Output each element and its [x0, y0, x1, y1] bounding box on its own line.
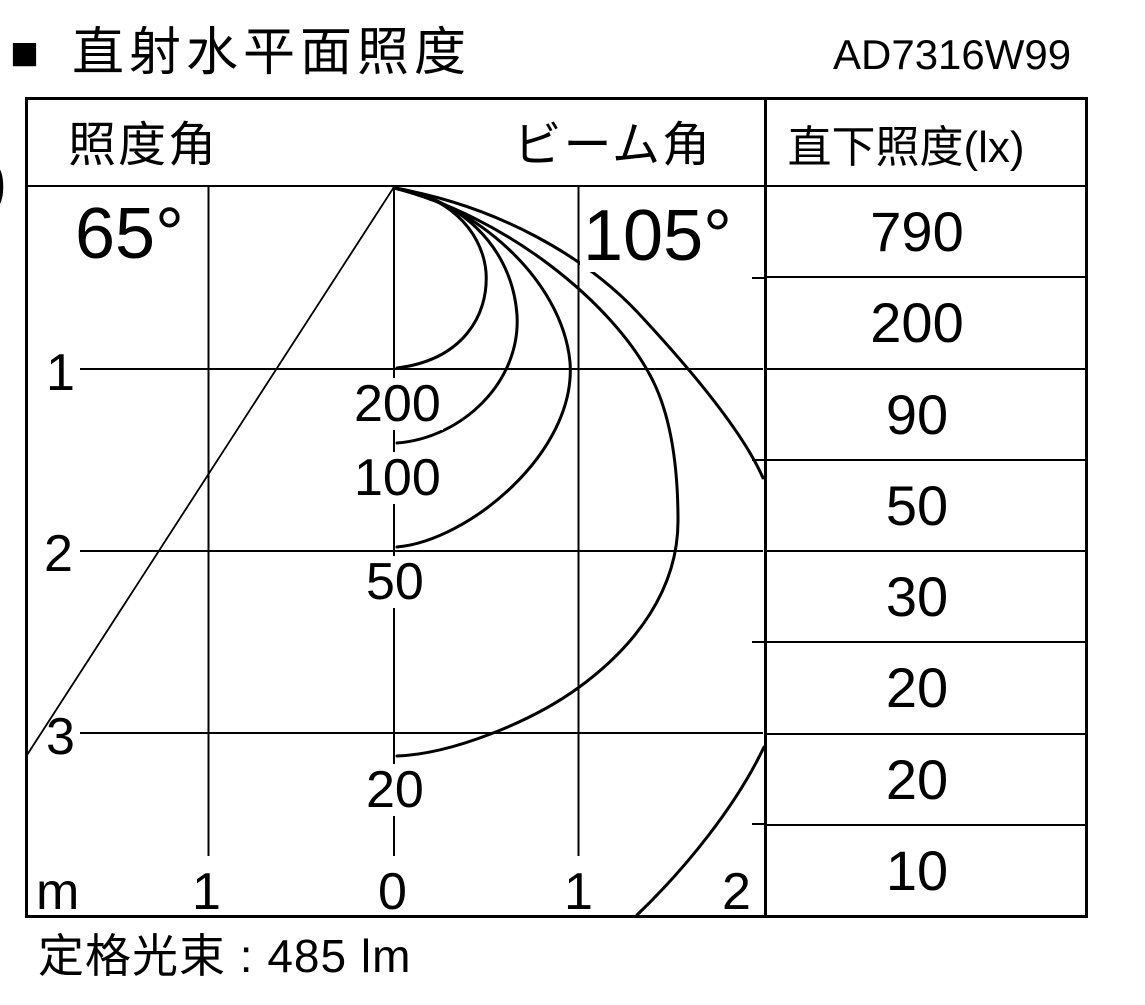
page-title: 直射水平面照度	[72, 24, 472, 82]
beam-angle-header: ビーム角	[513, 119, 712, 172]
section-marker-icon: ■	[10, 27, 39, 80]
table-row: 30	[767, 550, 1085, 641]
horizontal-gridlines	[80, 368, 763, 734]
x-tick-left-1m: 1	[192, 863, 221, 921]
isolux-curve-10-upper	[392, 186, 765, 480]
table-row: 90	[767, 367, 1085, 459]
isolux-curve-200	[392, 186, 488, 370]
curve-label-50: 50	[364, 553, 426, 611]
rated-luminous-flux: 定格光束 : 485 lm	[38, 930, 412, 982]
curve-label-20: 20	[364, 761, 426, 819]
direct-illuminance-header: 直下照度(lx)	[767, 100, 1085, 187]
x-tick-right-2m: 2	[722, 863, 751, 921]
y-tick-2m: 2	[44, 525, 73, 583]
beam-angle-value: 105°	[580, 200, 735, 272]
chart-table-frame: 照度角 ビーム角 直下照度(lx) 790 200 90 50 30 20 20…	[25, 97, 1088, 918]
isolux-curve-20	[392, 186, 680, 758]
table-row: 20	[767, 641, 1085, 732]
x-tick-right-1m: 1	[564, 863, 593, 921]
chart-header-row: 照度角 ビーム角	[28, 100, 764, 187]
curve-label-200: 200	[352, 375, 443, 433]
vertical-gridlines	[207, 187, 580, 856]
table-row: 790	[870, 200, 964, 264]
illuminance-angle-header: 照度角	[68, 119, 219, 172]
edge-partial-digit: 0	[0, 152, 6, 224]
isolux-curve-10-lower	[635, 745, 766, 917]
y-tick-1m: 1	[46, 344, 75, 402]
direct-illuminance-column: 直下照度(lx) 790 200 90 50 30 20 20 10	[764, 100, 1085, 915]
illuminance-angle-value: 65°	[72, 198, 187, 270]
isolux-curves	[392, 186, 766, 917]
direct-illuminance-rows: 790 200 90 50 30 20 20 10	[767, 187, 1085, 915]
isolux-curve-50	[392, 186, 572, 549]
y-axis-unit: m	[36, 863, 80, 921]
model-code: AD7316W99	[833, 31, 1072, 78]
illuminance-angle-line	[26, 186, 395, 756]
table-row: 200	[767, 276, 1085, 367]
curve-label-100: 100	[352, 449, 443, 507]
x-tick-0m: 0	[378, 863, 407, 921]
table-row: 20	[767, 732, 1085, 824]
table-row: 50	[767, 458, 1085, 550]
table-row: 10	[767, 823, 1085, 915]
y-tick-3m: 3	[46, 708, 75, 766]
